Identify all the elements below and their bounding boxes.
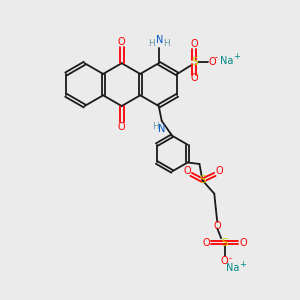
Text: H: H — [152, 122, 159, 131]
Text: H: H — [148, 38, 155, 47]
Text: N: N — [158, 124, 165, 134]
Text: O: O — [239, 238, 247, 248]
Text: O: O — [118, 122, 125, 132]
Text: O: O — [202, 238, 210, 248]
Text: S: S — [191, 57, 197, 67]
Text: O: O — [215, 167, 223, 176]
Text: O: O — [183, 167, 191, 176]
Text: +: + — [239, 260, 246, 268]
Text: +: + — [233, 52, 240, 61]
Text: O: O — [214, 221, 221, 231]
Text: Na: Na — [220, 56, 234, 65]
Text: S: S — [221, 238, 228, 248]
Text: O: O — [190, 74, 198, 83]
Text: O: O — [118, 38, 125, 47]
Text: -: - — [214, 53, 217, 62]
Text: O: O — [208, 57, 216, 67]
Text: N: N — [156, 35, 163, 45]
Text: -: - — [229, 254, 232, 263]
Text: H: H — [164, 38, 170, 47]
Text: S: S — [199, 175, 206, 185]
Text: Na: Na — [226, 263, 240, 273]
Text: O: O — [221, 256, 229, 266]
Text: O: O — [190, 39, 198, 49]
